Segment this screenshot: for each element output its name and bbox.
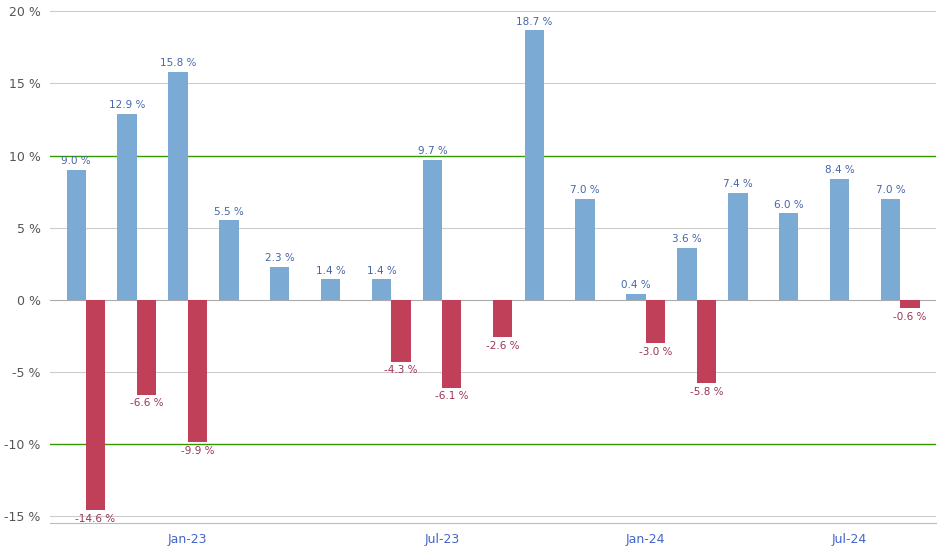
Bar	[423, 160, 442, 300]
Bar	[830, 179, 850, 300]
Text: -5.8 %: -5.8 %	[690, 387, 723, 397]
Bar	[626, 294, 646, 300]
Bar	[137, 300, 156, 395]
Text: 6.0 %: 6.0 %	[774, 200, 804, 210]
Bar	[86, 300, 105, 510]
Text: 0.4 %: 0.4 %	[621, 280, 650, 290]
Bar	[270, 267, 290, 300]
Text: 8.4 %: 8.4 %	[824, 165, 854, 175]
Bar	[118, 114, 137, 300]
Text: -6.6 %: -6.6 %	[130, 398, 164, 409]
Text: -3.0 %: -3.0 %	[638, 346, 672, 356]
Bar	[728, 193, 747, 300]
Text: 7.0 %: 7.0 %	[571, 185, 600, 195]
Bar	[188, 300, 207, 442]
Bar	[678, 248, 697, 300]
Bar	[525, 30, 544, 300]
Bar	[168, 72, 188, 300]
Bar	[697, 300, 716, 383]
Text: -14.6 %: -14.6 %	[75, 514, 116, 524]
Text: -2.6 %: -2.6 %	[486, 341, 520, 351]
Text: 9.7 %: 9.7 %	[417, 146, 447, 156]
Bar	[494, 300, 512, 337]
Text: -0.6 %: -0.6 %	[893, 312, 927, 322]
Text: 1.4 %: 1.4 %	[367, 266, 397, 276]
Bar	[219, 221, 239, 300]
Text: 12.9 %: 12.9 %	[109, 100, 146, 110]
Bar	[442, 300, 462, 388]
Text: -9.9 %: -9.9 %	[180, 446, 214, 456]
Bar	[779, 213, 798, 300]
Bar	[646, 300, 666, 343]
Text: -6.1 %: -6.1 %	[435, 391, 468, 401]
Text: 9.0 %: 9.0 %	[61, 156, 91, 166]
Text: -4.3 %: -4.3 %	[384, 365, 417, 375]
Text: 7.4 %: 7.4 %	[723, 179, 753, 189]
Bar	[321, 279, 340, 300]
Text: 7.0 %: 7.0 %	[876, 185, 905, 195]
Bar	[901, 300, 919, 309]
Text: 1.4 %: 1.4 %	[316, 266, 346, 276]
Text: 3.6 %: 3.6 %	[672, 234, 702, 244]
Text: 15.8 %: 15.8 %	[160, 58, 196, 68]
Bar	[372, 279, 391, 300]
Bar	[881, 199, 901, 300]
Bar	[391, 300, 411, 362]
Text: 2.3 %: 2.3 %	[265, 253, 294, 263]
Text: 5.5 %: 5.5 %	[214, 207, 243, 217]
Text: 18.7 %: 18.7 %	[516, 16, 553, 26]
Bar	[67, 170, 86, 300]
Bar	[575, 199, 595, 300]
